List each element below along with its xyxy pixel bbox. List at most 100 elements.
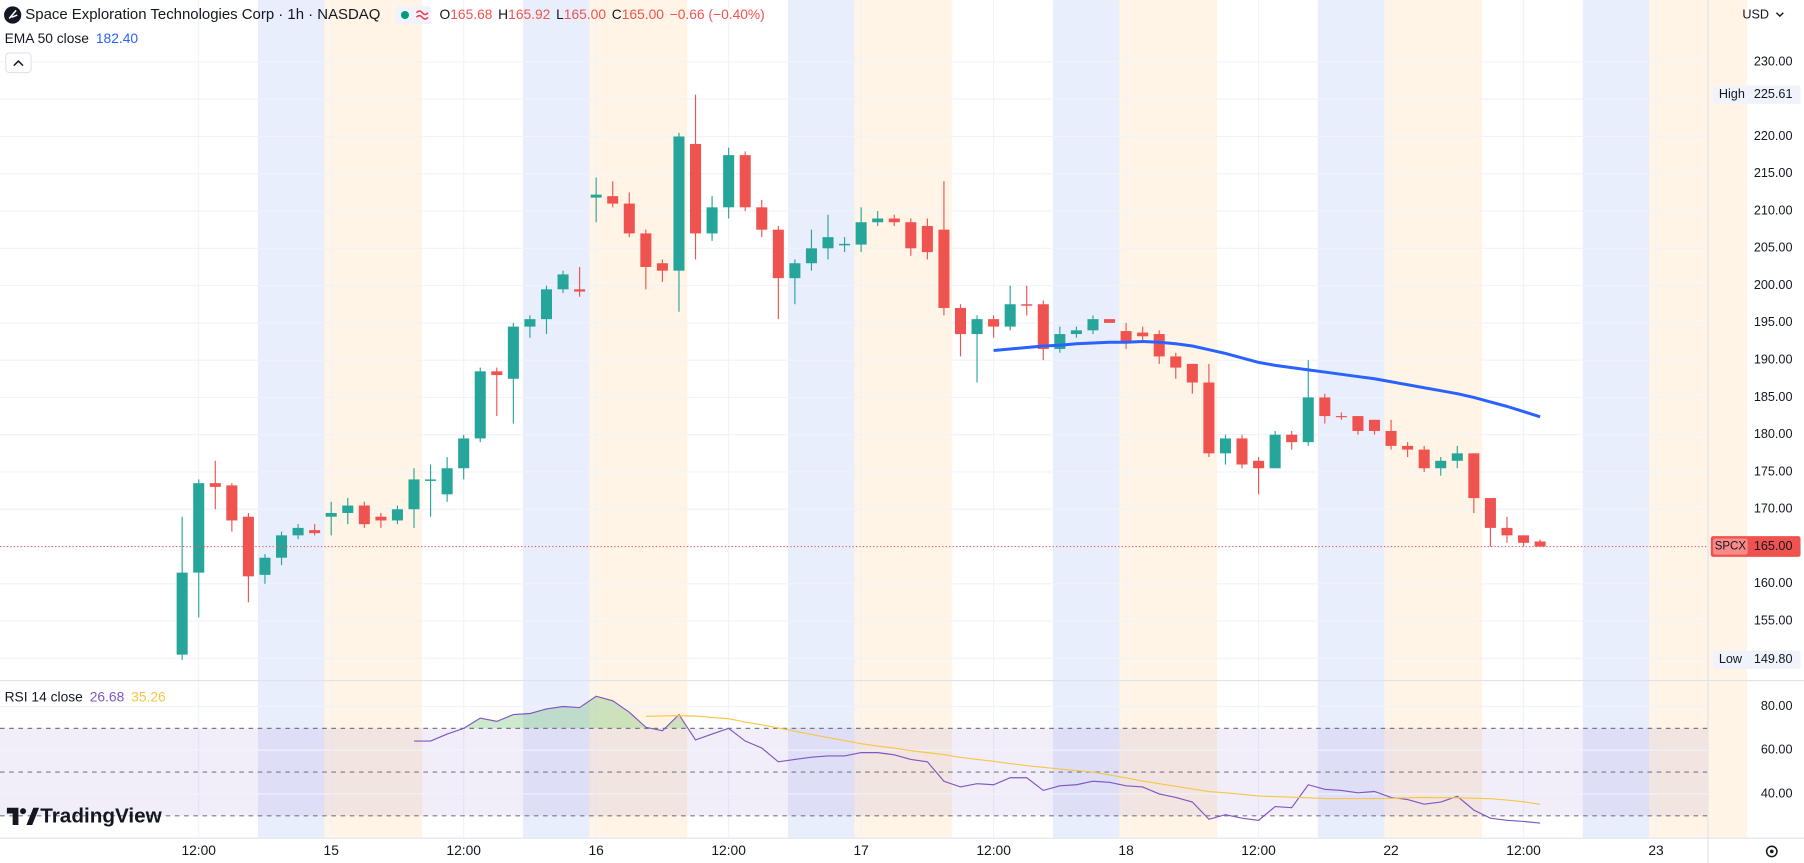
- y-tick-label: 180.00: [1754, 427, 1793, 441]
- ema-legend: EMA 50 close 182.40: [5, 31, 139, 46]
- candle-body: [921, 225, 933, 253]
- symbol-title: Space Exploration Technologies Corp · 1h…: [25, 6, 380, 23]
- candle-body: [1253, 460, 1265, 469]
- candle-body: [971, 319, 983, 335]
- candle-body: [176, 572, 188, 655]
- candle-body: [590, 194, 602, 198]
- candle-body: [839, 243, 851, 246]
- ohlc-value: 165.00: [622, 7, 665, 22]
- postmarket-band: [1649, 0, 1748, 838]
- watermark-logo: [6, 807, 40, 825]
- candle-body: [822, 237, 834, 249]
- ohlc-value: 165.68: [450, 7, 493, 22]
- candle-body: [872, 218, 884, 223]
- settings-button[interactable]: [1765, 845, 1778, 858]
- x-tick-label: 15: [324, 843, 340, 858]
- y-tick-label: 40.00: [1761, 786, 1793, 800]
- candle-body: [1219, 438, 1231, 454]
- x-tick-label: 12:00: [1241, 843, 1276, 858]
- candle-body: [1352, 416, 1364, 431]
- x-tick-label: 16: [588, 843, 604, 858]
- candle-body: [723, 155, 735, 208]
- background-layer: [0, 0, 1748, 838]
- candle-body: [1518, 535, 1530, 543]
- rsi-legend-value: 26.68: [90, 689, 125, 704]
- candle-body: [358, 505, 370, 525]
- collapse-button[interactable]: [5, 52, 32, 74]
- candle-body: [193, 483, 205, 573]
- watermark-logo-dot: [20, 808, 27, 815]
- candle-body: [954, 307, 967, 335]
- y-tick-label: 195.00: [1754, 315, 1793, 329]
- ohlc-key: L: [556, 7, 564, 22]
- candle-body: [425, 479, 437, 481]
- postmarket-band: [324, 0, 423, 838]
- candle-body: [1269, 434, 1281, 469]
- postmarket-band: [854, 0, 953, 838]
- premarket-band: [522, 0, 590, 838]
- rsi-legend: RSI 14 close 26.68 35.26: [5, 689, 166, 704]
- last-price-label: 165.00: [1754, 539, 1793, 553]
- rsi-band: [0, 728, 1708, 816]
- candle-body: [1070, 330, 1082, 335]
- x-tick-label: 23: [1648, 843, 1664, 858]
- high-marker-value: 225.61: [1754, 87, 1793, 101]
- candle-body: [1104, 319, 1116, 323]
- candle-body: [574, 289, 586, 292]
- premarket-band: [787, 0, 855, 838]
- ohlc-key: H: [498, 7, 508, 22]
- x-tick-label: 22: [1383, 843, 1398, 858]
- symbol-logo-mark: [8, 9, 18, 19]
- candle-body: [391, 509, 403, 521]
- rsi-legend-value: 35.26: [131, 689, 166, 704]
- candle-body: [1153, 334, 1165, 357]
- x-tick-label: 17: [853, 843, 868, 858]
- high-marker-name: High: [1719, 87, 1745, 101]
- y-tick-label: 170.00: [1754, 502, 1793, 516]
- ohlc-key: O: [439, 7, 450, 22]
- candle-body: [1087, 319, 1099, 331]
- ema-line: [993, 340, 1541, 419]
- candle-body: [690, 143, 702, 234]
- candle-body: [242, 516, 254, 577]
- ohlc-value: 165.00: [564, 7, 607, 22]
- candle-body: [789, 263, 801, 279]
- candle-body: [640, 233, 652, 267]
- premarket-band: [1317, 0, 1385, 838]
- candle-body: [276, 535, 288, 558]
- x-tick-label: 12:00: [446, 843, 481, 858]
- candle-body: [623, 203, 635, 234]
- symbol-tag-label: SPCX: [1715, 541, 1747, 553]
- settings-icon: [1769, 849, 1774, 854]
- premarket-band: [1052, 0, 1120, 838]
- currency-dropdown-icon: [1775, 12, 1784, 18]
- price-pane: [0, 94, 1708, 660]
- candle-body: [507, 326, 519, 379]
- rsi-pane: [0, 695, 1708, 824]
- data-status-icon: [415, 10, 429, 20]
- low-marker-name: Low: [1719, 652, 1743, 666]
- candle-body: [1484, 498, 1496, 528]
- candle-body: [557, 274, 569, 290]
- candle-body: [1451, 453, 1463, 461]
- y-tick-label: 190.00: [1754, 352, 1793, 366]
- premarket-band: [258, 0, 325, 838]
- ohlc-value: 165.92: [508, 7, 550, 22]
- candle-body: [1203, 382, 1215, 454]
- currency-button[interactable]: USD: [1742, 7, 1769, 21]
- candle-body: [1402, 445, 1414, 450]
- candle-body: [1319, 397, 1331, 417]
- candle-body: [1335, 416, 1347, 418]
- y-tick-label: 220.00: [1754, 129, 1793, 143]
- candle-body: [1004, 304, 1016, 327]
- candle-body: [756, 207, 768, 230]
- y-tick-label: 215.00: [1754, 166, 1793, 180]
- candle-body: [1435, 460, 1447, 469]
- x-tick-label: 12:00: [1506, 843, 1541, 858]
- candle-body: [1385, 430, 1397, 446]
- candle-body: [474, 371, 486, 439]
- postmarket-band: [589, 0, 688, 838]
- symbol-tag: [1713, 538, 1748, 555]
- candle-body: [1501, 527, 1513, 536]
- ohlc-legend: O165.68 H165.92 L165.00 C165.00 −0.66 (−0.40…: [439, 7, 764, 22]
